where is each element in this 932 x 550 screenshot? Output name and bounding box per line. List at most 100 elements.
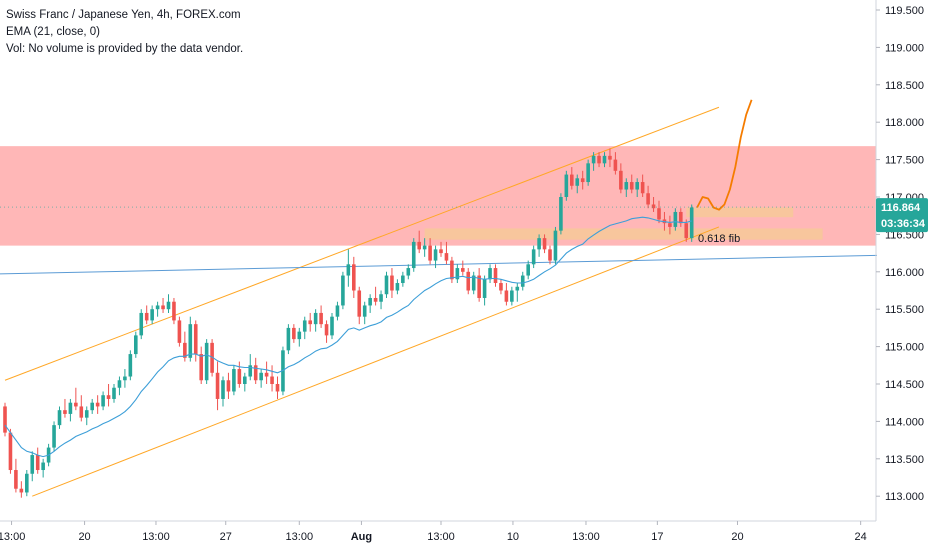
candle <box>537 234 541 257</box>
candle-body <box>602 155 607 164</box>
candle-body <box>657 208 661 220</box>
candle <box>117 376 122 396</box>
candle <box>646 185 650 209</box>
price-axis[interactable]: 119.500119.000118.500118.000117.500117.0… <box>876 5 924 503</box>
candle-body <box>406 268 411 276</box>
candle-body <box>313 312 318 325</box>
candle <box>395 279 400 295</box>
time-axis[interactable]: 13:00 20 13:00 27 13:00 Aug 13:00 10 13:00 17 20 24 <box>0 521 867 543</box>
price-tick-label: 117.500 <box>885 155 924 167</box>
candle <box>74 387 78 411</box>
candle-body <box>515 286 520 291</box>
candle-body <box>79 406 84 418</box>
candle-body <box>390 275 394 291</box>
candle <box>155 301 160 317</box>
candle <box>564 170 569 201</box>
candle-body <box>619 170 623 190</box>
candle <box>270 365 274 392</box>
projection-path <box>696 99 753 211</box>
candle <box>264 361 269 384</box>
time-tick-label: 10 <box>507 531 519 543</box>
candle <box>330 312 334 340</box>
candle <box>629 174 634 194</box>
candle <box>657 200 661 224</box>
candle-body <box>635 182 639 190</box>
candle-body <box>112 387 116 399</box>
candle <box>559 193 563 235</box>
ema-layer <box>4 216 692 458</box>
candle <box>204 339 209 384</box>
candle <box>232 365 236 396</box>
price-tick-label: 119.500 <box>885 5 924 17</box>
candle-body <box>526 264 530 276</box>
candle <box>139 309 144 340</box>
candle <box>575 174 580 194</box>
candle-body <box>461 268 465 272</box>
legend-symbol[interactable]: Swiss Franc / Japanese Yen, 4h, FOREX.co… <box>6 9 241 21</box>
candle <box>531 245 536 269</box>
candle <box>57 406 62 429</box>
candle-body <box>608 155 612 160</box>
support-trendline <box>0 254 878 275</box>
candle <box>193 320 198 362</box>
candle-body <box>188 324 193 358</box>
candle-body <box>379 294 383 302</box>
candle <box>542 234 547 254</box>
candle-body <box>161 305 165 310</box>
candle <box>68 398 73 422</box>
candle-body <box>640 182 645 194</box>
candle <box>346 249 351 287</box>
candle <box>373 286 378 306</box>
candle <box>52 421 56 452</box>
candle <box>455 264 460 284</box>
candle <box>84 406 89 426</box>
candle-body <box>580 178 585 183</box>
candle-body <box>542 238 547 250</box>
candle-body <box>439 249 443 254</box>
candle-body <box>466 271 471 291</box>
candle-body <box>668 223 672 227</box>
candle-body <box>575 178 580 186</box>
legend-ema[interactable]: EMA (21, close, 0) <box>6 26 100 38</box>
candle-body <box>25 473 29 493</box>
candle-body <box>428 245 432 261</box>
price-tick-label: 116.500 <box>885 229 924 241</box>
candle-body <box>150 309 154 321</box>
candle-body <box>106 395 111 399</box>
candle-body <box>401 275 405 284</box>
candle-body <box>493 268 498 284</box>
candle-body <box>450 260 454 280</box>
candle <box>679 208 683 227</box>
candle-body <box>264 372 269 377</box>
candle <box>199 346 203 384</box>
candle-body <box>237 369 242 384</box>
candle <box>362 301 367 325</box>
annotations: 0.618 fib <box>698 233 740 245</box>
candle <box>357 286 362 325</box>
channel-line-1 <box>4 106 720 381</box>
legend-volume[interactable]: Vol: No volume is provided by the data v… <box>6 43 244 55</box>
candle <box>19 481 24 498</box>
candle <box>112 384 116 403</box>
candle-body <box>302 320 307 332</box>
candle-body <box>624 182 629 190</box>
price-tick-label: 113.500 <box>885 454 924 466</box>
candle-body <box>259 372 263 381</box>
candle <box>150 305 154 325</box>
candle <box>510 286 514 306</box>
ema-line <box>4 216 692 458</box>
candle <box>243 372 247 392</box>
price-tick-label: 119.000 <box>885 42 924 54</box>
candle-body <box>226 380 231 392</box>
candle <box>8 428 13 474</box>
candle-body <box>57 410 62 426</box>
time-tick-label: 13:00 <box>572 531 600 543</box>
candle <box>673 208 678 231</box>
candle-body <box>155 305 160 310</box>
price-tick-label: 114.500 <box>885 379 924 391</box>
fib-band <box>424 228 823 240</box>
candle-body <box>346 264 351 276</box>
candle <box>183 331 187 362</box>
candle-body <box>30 455 35 474</box>
